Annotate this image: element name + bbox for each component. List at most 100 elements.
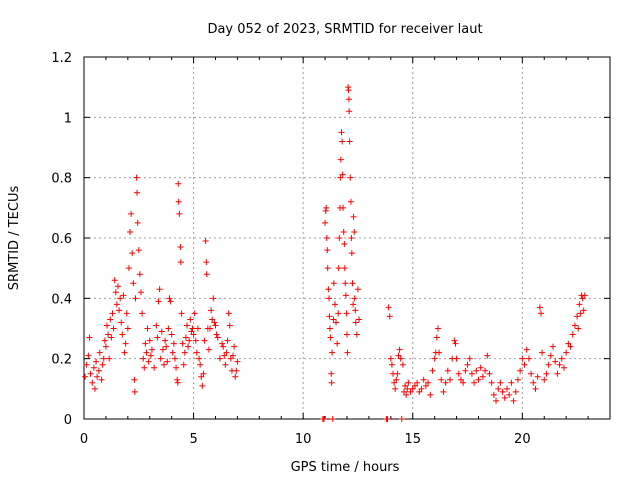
data-point bbox=[181, 349, 188, 356]
data-point bbox=[205, 346, 212, 353]
data-point bbox=[556, 361, 563, 368]
y-tick-label: 0 bbox=[64, 413, 72, 428]
data-point bbox=[216, 355, 223, 362]
data-point bbox=[109, 310, 116, 317]
data-point bbox=[337, 174, 344, 181]
data-point bbox=[146, 337, 153, 344]
data-point bbox=[121, 349, 128, 356]
data-point bbox=[102, 343, 109, 350]
data-point bbox=[409, 385, 416, 392]
data-point bbox=[177, 259, 184, 266]
data-point bbox=[536, 304, 543, 311]
data-point bbox=[329, 349, 336, 356]
data-point bbox=[155, 298, 162, 305]
data-point bbox=[83, 361, 90, 368]
data-point bbox=[112, 289, 119, 296]
data-point bbox=[558, 355, 565, 362]
data-point bbox=[163, 343, 170, 350]
data-point bbox=[576, 301, 583, 308]
data-point bbox=[158, 328, 165, 335]
data-point bbox=[175, 198, 182, 205]
data-point bbox=[352, 319, 359, 326]
data-point bbox=[175, 180, 182, 187]
data-point bbox=[452, 340, 459, 347]
data-point bbox=[199, 382, 206, 389]
data-point bbox=[579, 295, 586, 302]
data-point bbox=[386, 313, 393, 320]
data-point bbox=[110, 325, 117, 332]
data-point bbox=[411, 382, 418, 389]
data-point bbox=[127, 228, 134, 235]
data-point bbox=[571, 322, 578, 329]
data-point bbox=[111, 277, 118, 284]
data-point bbox=[392, 385, 399, 392]
data-point bbox=[425, 379, 432, 386]
data-point bbox=[539, 349, 546, 356]
data-point bbox=[328, 379, 335, 386]
data-point bbox=[351, 228, 358, 235]
data-point bbox=[107, 316, 114, 323]
data-point bbox=[82, 373, 89, 380]
data-point bbox=[387, 355, 394, 362]
y-tick-label: 1.2 bbox=[51, 51, 72, 66]
data-point bbox=[198, 373, 205, 380]
data-point bbox=[180, 361, 187, 368]
data-point bbox=[414, 379, 421, 386]
data-point bbox=[182, 334, 189, 341]
data-point bbox=[104, 322, 111, 329]
data-point bbox=[106, 355, 113, 362]
data-point bbox=[234, 358, 241, 365]
data-point bbox=[442, 379, 449, 386]
data-point bbox=[468, 370, 475, 377]
data-point bbox=[429, 367, 436, 374]
data-point bbox=[334, 340, 341, 347]
data-point bbox=[581, 292, 588, 299]
data-point bbox=[232, 373, 239, 380]
data-point bbox=[486, 370, 493, 377]
data-point bbox=[148, 346, 155, 353]
data-point bbox=[537, 310, 544, 317]
data-point bbox=[577, 310, 584, 317]
data-point bbox=[213, 331, 220, 338]
data-point bbox=[200, 370, 207, 377]
data-point bbox=[91, 385, 98, 392]
data-point bbox=[327, 334, 334, 341]
data-point bbox=[90, 364, 97, 371]
data-point bbox=[455, 370, 462, 377]
data-point bbox=[187, 316, 194, 323]
data-point bbox=[194, 325, 201, 332]
data-point bbox=[460, 379, 467, 386]
data-point bbox=[333, 319, 340, 326]
data-point bbox=[197, 361, 204, 368]
data-point bbox=[499, 388, 506, 395]
data-point bbox=[339, 138, 346, 145]
x-tick-label: 0 bbox=[80, 432, 88, 447]
data-point bbox=[341, 241, 348, 248]
data-point bbox=[190, 331, 197, 338]
data-point bbox=[484, 352, 491, 359]
data-point bbox=[185, 343, 192, 350]
data-point bbox=[447, 376, 454, 383]
data-point bbox=[512, 388, 519, 395]
data-point bbox=[222, 361, 229, 368]
data-point bbox=[560, 364, 567, 371]
data-point bbox=[169, 349, 176, 356]
data-point bbox=[356, 316, 363, 323]
data-point bbox=[168, 331, 175, 338]
data-point bbox=[523, 346, 530, 353]
data-point bbox=[495, 385, 502, 392]
data-point bbox=[87, 370, 94, 377]
data-point bbox=[134, 189, 141, 196]
data-point bbox=[120, 292, 127, 299]
data-point bbox=[132, 295, 139, 302]
data-point bbox=[324, 247, 331, 254]
data-point bbox=[176, 210, 183, 217]
data-point bbox=[451, 337, 458, 344]
data-point bbox=[159, 346, 166, 353]
data-point bbox=[203, 271, 210, 278]
data-point bbox=[221, 352, 228, 359]
x-axis-label: GPS time / hours bbox=[291, 460, 400, 475]
data-point bbox=[144, 325, 151, 332]
data-point bbox=[96, 349, 103, 356]
data-point bbox=[140, 355, 147, 362]
